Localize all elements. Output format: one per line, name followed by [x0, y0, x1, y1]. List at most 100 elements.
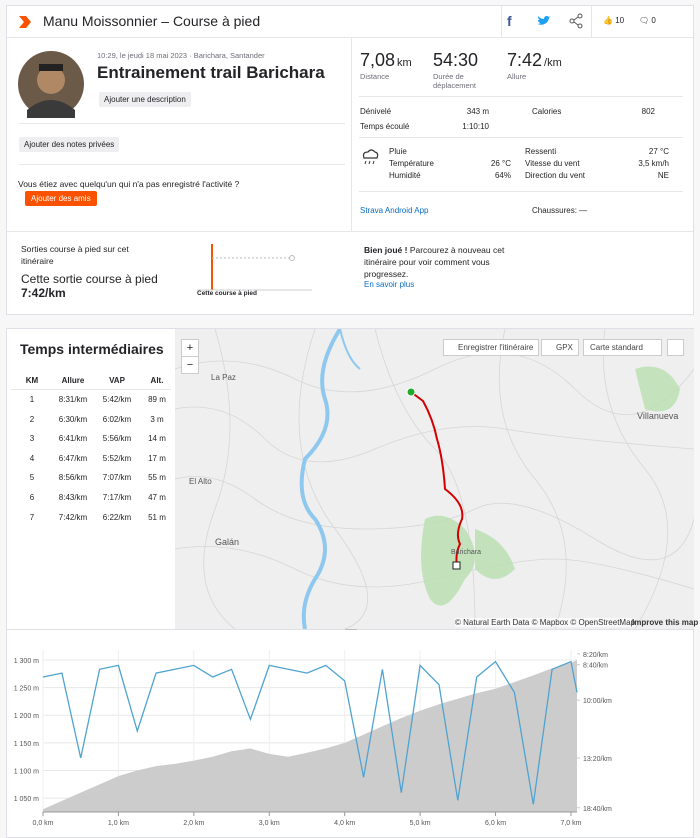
- kudos-button[interactable]: 👍 10: [603, 16, 625, 25]
- x-tick-label: 0,0 km: [32, 820, 53, 827]
- fullscreen-button[interactable]: [667, 339, 684, 356]
- zoom-out-button[interactable]: −: [181, 356, 199, 374]
- stat-label: Allure: [507, 72, 527, 81]
- y2-tick-label: 8:40/km: [583, 663, 608, 670]
- splits-cell: 5:56/km: [102, 434, 132, 444]
- splits-cell: 89 m: [148, 395, 166, 404]
- stat-value: 7,08 km: [360, 50, 412, 71]
- message-text: Parcourez à nouveau cet itinéraire pour …: [364, 245, 505, 279]
- y-tick-label: 1 100 m: [14, 769, 39, 776]
- splits-cell: 7:07/km: [102, 473, 132, 483]
- y-tick-label: 1 250 m: [14, 686, 39, 693]
- splits-cell: 5:52/km: [102, 453, 132, 463]
- weather-condition: Pluie: [389, 147, 407, 156]
- splits-cell: 6:02/km: [102, 414, 132, 424]
- y2-tick-label: 13:20/km: [583, 756, 612, 763]
- shoes: Chaussures: —: [532, 206, 588, 215]
- splits-cell: 7: [29, 512, 35, 522]
- comparison-message: Bien joué ! Parcourez à nouveau cet itin…: [364, 244, 514, 280]
- weather-label: Humidité: [389, 171, 421, 180]
- activity-name: Entrainement trail Barichara: [97, 63, 325, 82]
- x-tick-label: 7,0 km: [560, 820, 581, 827]
- twitter-button[interactable]: [537, 15, 551, 27]
- splits-cell: 8:56/km: [58, 473, 88, 483]
- splits-cell: 7:42/km: [58, 512, 88, 522]
- stat-label: Durée de déplacement: [433, 72, 476, 90]
- y2-tick-label: 18:40/km: [583, 806, 612, 813]
- splits-cell: 1: [29, 395, 35, 404]
- comments-count: 0: [651, 16, 656, 25]
- splits-header: Allure: [61, 376, 85, 385]
- splits-cell: 7:17/km: [102, 493, 132, 502]
- detail-value: 1:10:10: [462, 122, 489, 131]
- splits-cell: 51 m: [148, 512, 166, 522]
- activity-card: Manu Moissonnier – Course à pied f 👍 10 …: [6, 5, 694, 315]
- learn-more-link[interactable]: En savoir plus: [364, 280, 415, 289]
- splits-cell: 4: [29, 453, 35, 463]
- map-style-button[interactable]: Carte standard: [583, 339, 662, 356]
- friends-prompt: Vous étiez avec quelqu'un qui n'a pas en…: [18, 179, 240, 189]
- detail-label: Dénivelé: [360, 107, 392, 116]
- improve-map-link[interactable]: Improve this map: [632, 618, 699, 627]
- map-place-label: Villanueva: [637, 411, 679, 421]
- splits-header-row: [11, 375, 171, 390]
- comments-button[interactable]: 🗨 0: [639, 16, 656, 25]
- stat-label: Distance: [360, 72, 390, 81]
- weather-value: 26 °C: [490, 159, 511, 168]
- map-place-label: El Alto: [189, 477, 212, 486]
- comparison-chart-label: Cette course à pied: [197, 290, 257, 297]
- weather-label: Vitesse du vent: [525, 159, 580, 168]
- x-tick-label: 3,0 km: [259, 820, 280, 827]
- y2-tick-label: 10:00/km: [583, 698, 612, 705]
- weather-label: Ressenti: [525, 147, 557, 156]
- page-title: Manu Moissonnier – Course à pied: [43, 13, 261, 29]
- splits-card: Temps intermédiaires KM Allure VAP Alt. 1 8:3…: [6, 328, 698, 631]
- avatar: [18, 51, 84, 118]
- comparison-label: Sorties course à pied sur cet itinéraire: [21, 244, 129, 266]
- splits-cell: 6:41/km: [58, 434, 88, 444]
- stat-number: 7,08: [360, 50, 396, 70]
- save-route-button[interactable]: Enregistrer l'itinéraire: [443, 339, 540, 356]
- splits-cell: 5: [29, 473, 35, 483]
- splits-cell: 14 m: [148, 434, 166, 444]
- splits-cell: 6:47/km: [58, 453, 88, 463]
- y-tick-label: 1 050 m: [14, 796, 39, 803]
- share-button[interactable]: [569, 13, 583, 29]
- y-tick-label: 1 200 m: [14, 713, 39, 720]
- splits-header: KM: [25, 376, 39, 385]
- pace-line: [42, 660, 578, 805]
- add-description-button[interactable]: Ajouter une description: [99, 92, 191, 107]
- add-friends-button[interactable]: Ajouter des amis: [25, 191, 97, 206]
- x-tick-label: 1,0 km: [108, 820, 129, 827]
- splits-cell: 5:42/km: [102, 395, 132, 404]
- stat-number: 54:30: [433, 50, 479, 70]
- add-notes-button[interactable]: Ajouter des notes privées: [19, 137, 120, 152]
- this-run-label: Cette sortie course à pied: [21, 272, 158, 286]
- map-attribution: © Natural Earth Data © Mapbox © OpenStre…: [455, 618, 635, 627]
- splits-cell: 6: [29, 493, 35, 502]
- detail-value: 802: [641, 107, 655, 116]
- x-tick-label: 5,0 km: [410, 820, 431, 827]
- splits-cell: 55 m: [148, 473, 166, 483]
- splits-cell: 3 m: [150, 414, 164, 424]
- map[interactable]: [175, 329, 694, 629]
- detail-label: Calories: [532, 107, 562, 116]
- stat-number: 7:42: [507, 50, 543, 70]
- stat-unit: km: [397, 57, 412, 69]
- sport-icon: [19, 16, 31, 28]
- chart-card: 1 050 m 1 100 m 1 150 m 1 200 m 1 250 m 1 300…: [6, 630, 694, 838]
- x-tick-label: 6,0 km: [485, 820, 506, 827]
- weather-icon: [362, 149, 379, 165]
- x-tick-label: 4,0 km: [334, 820, 355, 827]
- map-place-label: La Paz: [211, 373, 236, 382]
- device-link[interactable]: Strava Android App: [360, 206, 429, 215]
- gpx-button[interactable]: GPX: [541, 339, 579, 356]
- facebook-button[interactable]: f: [507, 13, 512, 29]
- splits-cell: 17 m: [148, 453, 166, 463]
- message-bold: Bien joué !: [364, 245, 408, 255]
- weather-value: 3,5 km/h: [638, 159, 669, 168]
- splits-cell: 2: [29, 414, 35, 424]
- stat-value: 7:42/km: [507, 50, 562, 71]
- splits-cell: 6:22/km: [102, 512, 132, 522]
